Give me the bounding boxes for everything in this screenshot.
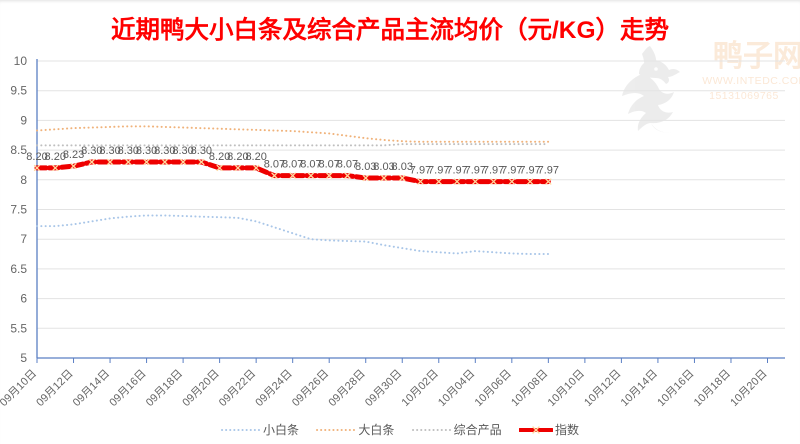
svg-text:10月18日: 10月18日	[692, 368, 733, 409]
svg-text:09月14日: 09月14日	[71, 368, 112, 409]
svg-text:09月10日: 09月10日	[0, 368, 39, 409]
svg-text:10月16日: 10月16日	[655, 368, 696, 409]
svg-text:09月22日: 09月22日	[217, 368, 258, 409]
svg-text:8.5: 8.5	[10, 143, 27, 157]
svg-text:10月14日: 10月14日	[619, 368, 660, 409]
svg-text:5: 5	[20, 351, 27, 365]
svg-text:10月08日: 10月08日	[509, 368, 550, 409]
svg-text:09月26日: 09月26日	[290, 368, 331, 409]
svg-text:鸭子网: 鸭子网	[713, 40, 800, 73]
svg-text:09月20日: 09月20日	[180, 368, 221, 409]
svg-text:7: 7	[20, 232, 27, 246]
svg-text:15131069765: 15131069765	[709, 90, 779, 102]
svg-text:09月28日: 09月28日	[326, 368, 367, 409]
svg-text:7.97: 7.97	[538, 165, 559, 177]
svg-text:09月24日: 09月24日	[253, 368, 294, 409]
svg-text:09月12日: 09月12日	[34, 368, 75, 409]
svg-text:8: 8	[20, 173, 27, 187]
svg-text:09月16日: 09月16日	[107, 368, 148, 409]
svg-text:10月02日: 10月02日	[400, 368, 441, 409]
svg-text:5.5: 5.5	[10, 321, 27, 335]
svg-text:WWW.INTEDC.COM: WWW.INTEDC.COM	[702, 75, 800, 87]
svg-text:10: 10	[14, 54, 28, 68]
svg-text:10月10日: 10月10日	[546, 368, 587, 409]
svg-text:10月20日: 10月20日	[728, 368, 769, 409]
svg-text:7.5: 7.5	[10, 203, 27, 217]
svg-text:9.5: 9.5	[10, 84, 27, 98]
svg-text:6: 6	[20, 292, 27, 306]
svg-text:10月04日: 10月04日	[436, 368, 477, 409]
svg-text:09月30日: 09月30日	[363, 368, 404, 409]
svg-text:10月12日: 10月12日	[582, 368, 623, 409]
svg-text:6.5: 6.5	[10, 262, 27, 276]
svg-text:09月18日: 09月18日	[144, 368, 185, 409]
svg-text:10月06日: 10月06日	[473, 368, 514, 409]
svg-text:9: 9	[20, 113, 27, 127]
